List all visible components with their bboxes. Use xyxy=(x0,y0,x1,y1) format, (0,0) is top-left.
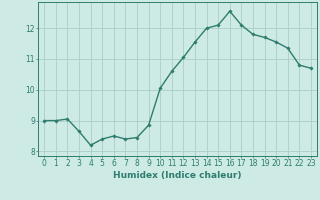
X-axis label: Humidex (Indice chaleur): Humidex (Indice chaleur) xyxy=(113,171,242,180)
